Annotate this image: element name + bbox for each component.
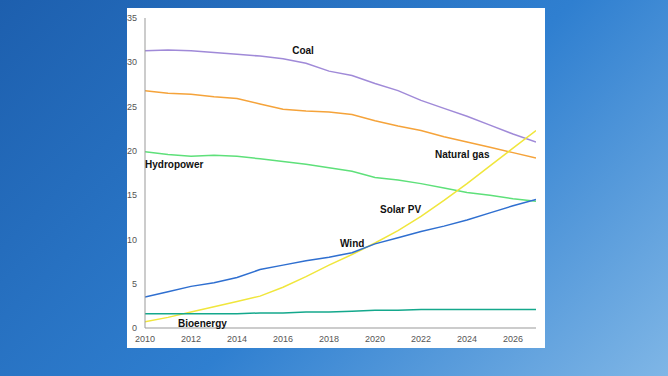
svg-text:15: 15 <box>127 190 137 200</box>
svg-text:2018: 2018 <box>319 334 339 344</box>
svg-text:2020: 2020 <box>365 334 385 344</box>
svg-text:Natural gas: Natural gas <box>435 149 490 160</box>
svg-text:20: 20 <box>127 146 137 156</box>
svg-text:5: 5 <box>132 279 137 289</box>
svg-text:10: 10 <box>127 235 137 245</box>
svg-text:0: 0 <box>132 323 137 333</box>
svg-text:25: 25 <box>127 102 137 112</box>
svg-text:30: 30 <box>127 57 137 67</box>
svg-text:2014: 2014 <box>227 334 247 344</box>
svg-text:2010: 2010 <box>135 334 155 344</box>
svg-text:2026: 2026 <box>503 334 523 344</box>
svg-text:2012: 2012 <box>181 334 201 344</box>
svg-text:Solar PV: Solar PV <box>380 204 421 215</box>
svg-text:Wind: Wind <box>340 238 364 249</box>
svg-text:2022: 2022 <box>411 334 431 344</box>
svg-text:2016: 2016 <box>273 334 293 344</box>
svg-text:Coal: Coal <box>292 45 314 56</box>
svg-text:2024: 2024 <box>457 334 477 344</box>
svg-text:Bioenergy: Bioenergy <box>178 318 227 329</box>
svg-text:Hydropower: Hydropower <box>145 159 203 170</box>
svg-text:35: 35 <box>127 13 137 23</box>
